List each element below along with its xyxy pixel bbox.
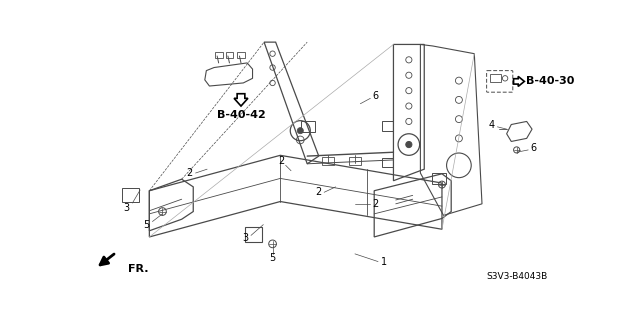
Bar <box>237 52 245 57</box>
Text: 1: 1 <box>381 256 387 267</box>
Text: 2: 2 <box>186 168 193 178</box>
Bar <box>432 173 446 184</box>
Circle shape <box>406 141 412 148</box>
Bar <box>301 122 315 132</box>
Text: FR.: FR. <box>128 264 148 274</box>
Circle shape <box>297 128 303 134</box>
Bar <box>382 158 393 167</box>
Text: 4: 4 <box>489 120 495 130</box>
Bar <box>382 122 393 131</box>
Bar <box>225 52 234 57</box>
Bar <box>245 227 262 242</box>
Bar <box>490 74 501 82</box>
Bar <box>122 189 139 202</box>
Text: 2: 2 <box>278 157 285 167</box>
Text: 2: 2 <box>316 187 322 197</box>
Text: 5: 5 <box>143 219 149 230</box>
Text: 6: 6 <box>531 143 537 152</box>
Bar <box>215 52 223 57</box>
Text: S3V3-B4043B: S3V3-B4043B <box>486 272 547 281</box>
Text: 3: 3 <box>123 204 129 213</box>
Text: 3: 3 <box>243 234 249 243</box>
Text: B-40-42: B-40-42 <box>216 110 266 120</box>
Bar <box>349 157 361 165</box>
Text: B-40-30: B-40-30 <box>525 76 574 86</box>
Text: 6: 6 <box>372 91 378 101</box>
Bar <box>322 157 334 165</box>
Text: 2: 2 <box>372 199 379 209</box>
Text: 5: 5 <box>269 253 276 263</box>
